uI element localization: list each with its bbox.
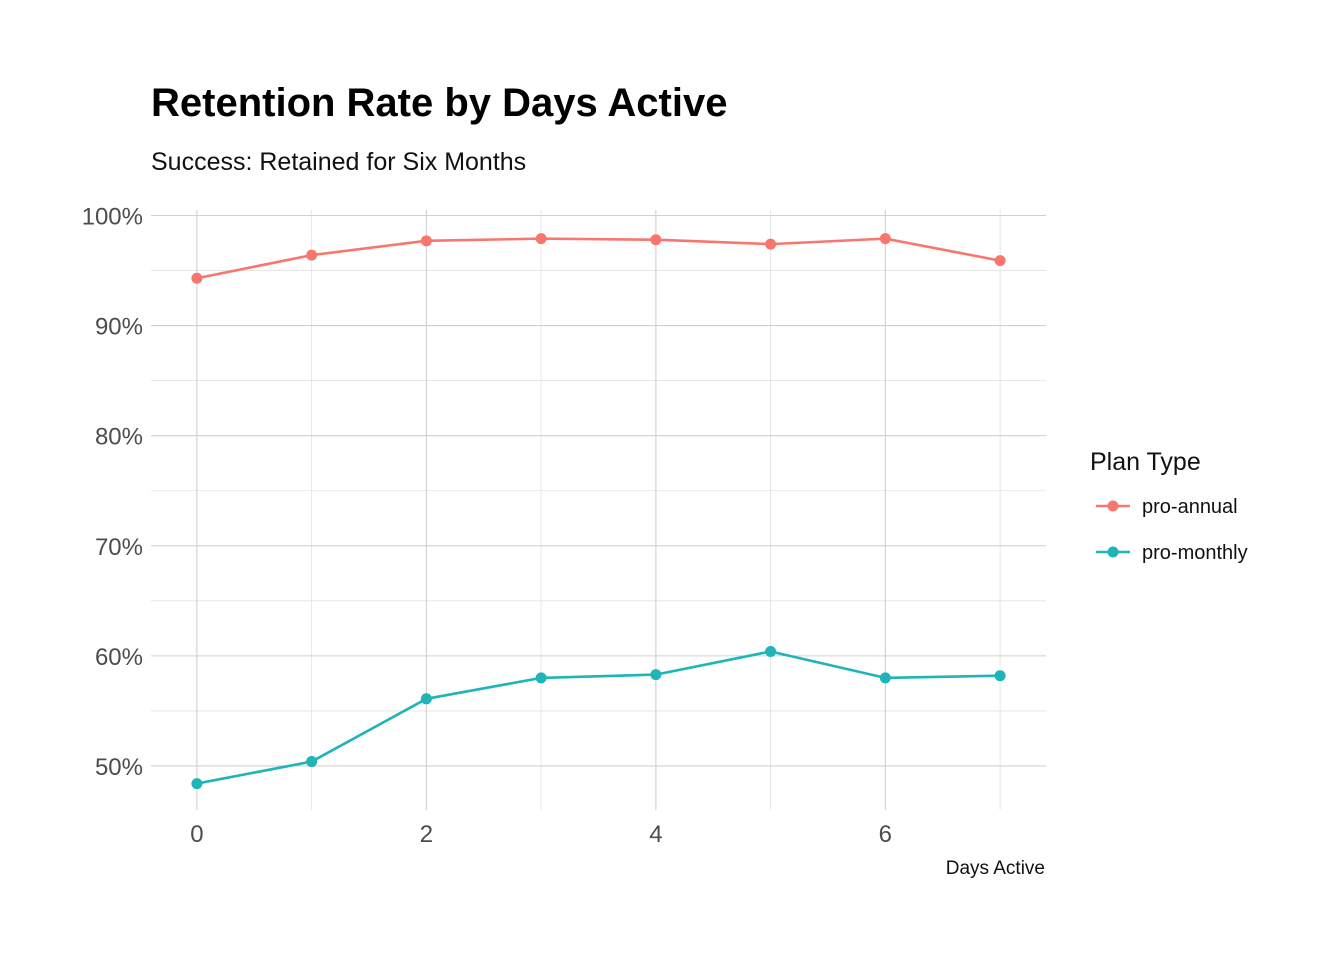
- data-point: [650, 234, 662, 246]
- data-point: [765, 238, 777, 250]
- data-point: [191, 778, 203, 790]
- x-tick-label: 6: [879, 821, 892, 848]
- y-axis-tick-labels: 50% 60% 70% 80% 90% 100%: [82, 204, 143, 781]
- data-point: [879, 672, 891, 684]
- data-point: [879, 233, 891, 245]
- data-point: [306, 756, 318, 768]
- y-tick-label: 90%: [95, 314, 143, 341]
- data-point: [420, 693, 432, 705]
- y-tick-label: 70%: [95, 534, 143, 561]
- x-tick-label: 4: [649, 821, 662, 848]
- data-point: [420, 235, 432, 247]
- data-point: [191, 272, 203, 284]
- legend-label: pro-annual: [1142, 496, 1238, 518]
- data-point: [306, 249, 318, 261]
- x-tick-label: 0: [190, 821, 203, 848]
- y-tick-label: 100%: [82, 204, 143, 231]
- legend-key-point: [1107, 546, 1119, 558]
- data-point: [765, 645, 777, 657]
- x-axis-title: Days Active: [946, 858, 1045, 879]
- y-tick-label: 80%: [95, 424, 143, 451]
- chart-subtitle: Success: Retained for Six Months: [151, 148, 526, 176]
- legend-label: pro-monthly: [1142, 542, 1248, 564]
- legend-item-pro-annual: pro-annual: [1096, 496, 1238, 518]
- y-tick-label: 50%: [95, 754, 143, 781]
- data-point: [994, 255, 1006, 267]
- legend: Plan Type pro-annual pro-monthly: [1090, 448, 1248, 564]
- grid: [151, 210, 1046, 810]
- data-point: [535, 233, 547, 245]
- legend-key-point: [1107, 500, 1119, 512]
- data-point: [650, 669, 662, 681]
- chart-title: Retention Rate by Days Active: [151, 81, 727, 125]
- x-tick-label: 2: [420, 821, 433, 848]
- data-point: [535, 672, 547, 684]
- x-axis-tick-labels: 0 2 4 6: [190, 821, 892, 848]
- data-point: [994, 670, 1006, 682]
- series-pro-monthly: [191, 645, 1006, 790]
- legend-title: Plan Type: [1090, 448, 1201, 476]
- legend-item-pro-monthly: pro-monthly: [1096, 542, 1248, 564]
- series-line: [196, 237, 1001, 280]
- y-tick-label: 60%: [95, 644, 143, 671]
- series-pro-annual: [191, 233, 1006, 284]
- series-line: [196, 650, 1001, 785]
- series: [191, 233, 1006, 790]
- legend-items: pro-annual pro-monthly: [1096, 496, 1248, 564]
